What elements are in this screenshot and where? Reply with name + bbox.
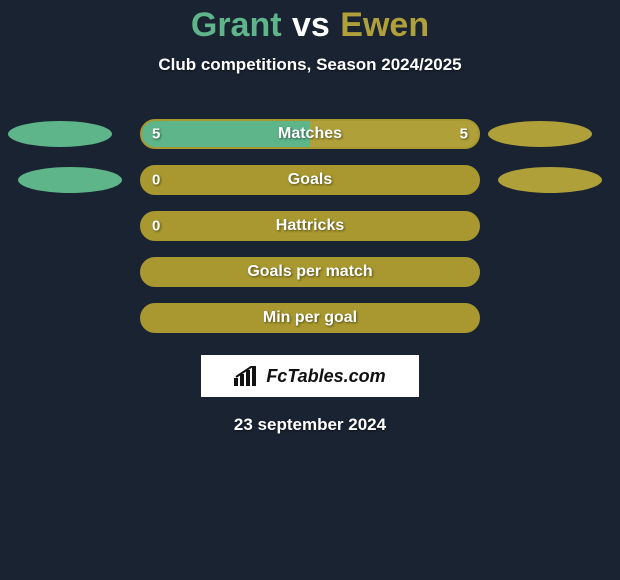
stat-bar: 0 Hattricks [140,211,480,241]
player2-platform [488,121,592,147]
chart-icon [234,366,260,386]
player1-platform [8,121,112,147]
stat-label: Min per goal [263,309,357,327]
stat-row: Goals per match [0,249,620,295]
stat-bar: 0 Goals [140,165,480,195]
stat-value-player1: 0 [152,172,160,189]
logo-badge: FcTables.com [201,355,419,397]
player2-platform [498,167,602,193]
stat-bar: 5 5 Matches [140,119,480,149]
player1-platform [18,167,122,193]
stat-row: 0 Hattricks [0,203,620,249]
versus-label: vs [292,6,330,44]
stat-label: Goals per match [247,263,372,281]
stat-label: Matches [278,125,342,143]
stat-row: 5 5 Matches [0,111,620,157]
stat-label: Goals [288,171,332,189]
stat-value-player2: 5 [460,126,468,143]
player1-name: Grant [191,6,282,44]
stat-bar: Goals per match [140,257,480,287]
page-title: Grant vs Ewen [0,6,620,45]
stats-list: 5 5 Matches 0 Goals 0 Hattricks Goals per match… [0,111,620,341]
subtitle: Club competitions, Season 2024/2025 [0,55,620,75]
stat-value-player1: 0 [152,218,160,235]
player2-name: Ewen [340,6,429,44]
stat-bar: Min per goal [140,303,480,333]
stat-row: Min per goal [0,295,620,341]
stat-row: 0 Goals [0,157,620,203]
date-label: 23 september 2024 [0,415,620,435]
logo-text: FcTables.com [266,366,385,387]
stat-value-player1: 5 [152,126,160,143]
stat-label: Hattricks [276,217,344,235]
